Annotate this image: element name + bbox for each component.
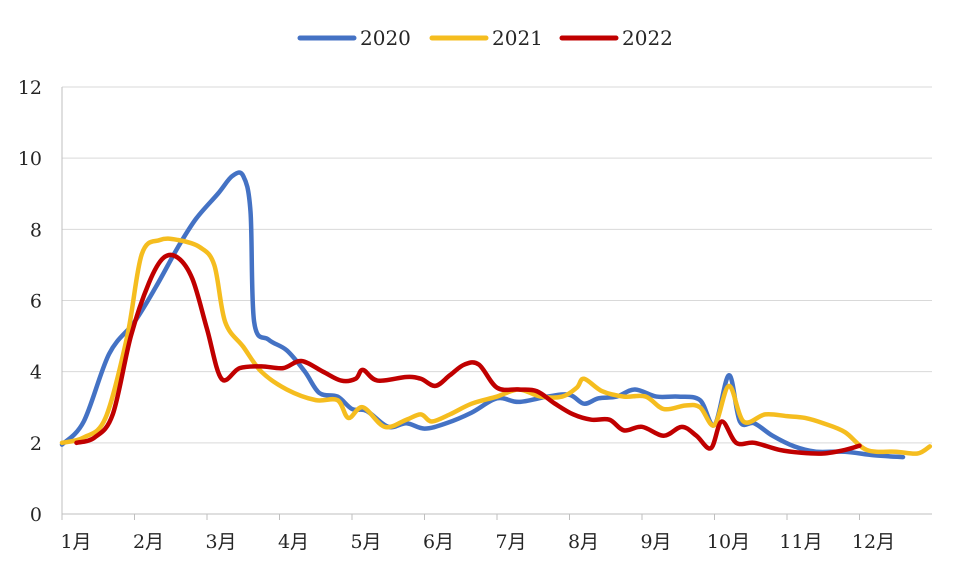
series-line-2022	[74, 252, 862, 456]
y-tick-label: 6	[30, 291, 42, 313]
series-lines	[59, 170, 933, 460]
legend-label-2021: 2021	[492, 26, 543, 50]
y-tick-label: 8	[30, 219, 42, 241]
x-tick-label: 11月	[779, 531, 822, 553]
y-tick-label: 2	[30, 433, 42, 455]
x-tick-label: 2月	[133, 531, 164, 553]
x-tick-label: 8月	[568, 531, 599, 553]
y-tick-label: 10	[18, 148, 42, 170]
series-line-2021	[59, 236, 933, 456]
x-tick-label: 1月	[60, 531, 91, 553]
x-tick-label: 5月	[350, 531, 381, 553]
legend-label-2020: 2020	[360, 26, 411, 50]
legend: 2020 2021 2022	[297, 26, 673, 50]
x-tick-label: 12月	[852, 531, 895, 553]
x-tick-label: 4月	[278, 531, 309, 553]
x-tick-label: 9月	[640, 531, 671, 553]
axes: 0 2 4 6 8 10 12 1月 2月 3月 4月 5月 6月 7月 8月 9月 10月 11月 12月	[18, 77, 932, 553]
y-tick-label: 0	[30, 504, 42, 526]
x-tick-label: 6月	[423, 531, 454, 553]
x-tick-label: 10月	[707, 531, 750, 553]
legend-label-2022: 2022	[622, 26, 673, 50]
x-tick-label: 3月	[205, 531, 236, 553]
y-tick-label: 12	[18, 77, 42, 99]
y-tick-label: 4	[30, 362, 42, 384]
x-tick-label: 7月	[495, 531, 526, 553]
